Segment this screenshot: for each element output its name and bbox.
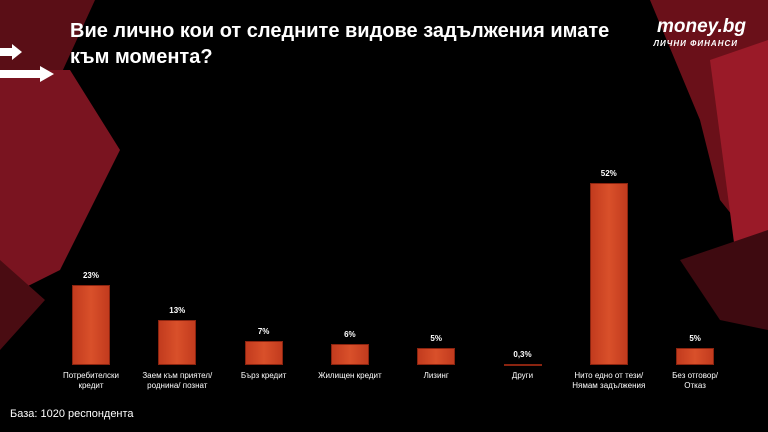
x-tick-label: Бърз кредит: [240, 371, 287, 380]
bg-shape: [0, 260, 45, 350]
value-label: 13%: [169, 305, 186, 315]
arrow-icon: [0, 44, 22, 60]
bar: [676, 347, 715, 365]
base-note: База: 1020 респондента: [10, 408, 134, 420]
bar: [503, 363, 542, 366]
value-label: 5%: [689, 333, 701, 343]
arrow-icon: [0, 66, 54, 82]
bar: [589, 183, 628, 365]
value-label: 6%: [344, 330, 356, 339]
chart-title: Вие лично кои от следните видове задълже…: [70, 20, 610, 68]
bar: [158, 319, 197, 365]
x-tick-label: Заем към приятел/ роднина/ познат: [142, 371, 213, 390]
bg-shape: [680, 230, 768, 330]
x-tick-label: Жилищен кредит: [318, 371, 382, 380]
x-tick-label: Нито едно от тези/ Нямам задължения: [572, 371, 646, 390]
x-tick-label: Лизинг: [423, 371, 449, 380]
bar: [417, 347, 456, 365]
value-label: 7%: [257, 326, 270, 336]
x-tick-label: Без отговор/ Отказ: [672, 371, 718, 390]
x-tick-label: Потребителски кредит: [63, 371, 119, 390]
bg-shape: [0, 70, 120, 300]
logo: money.bg: [656, 16, 746, 37]
value-label: 0,3%: [513, 349, 532, 359]
logo-tagline: ЛИЧНИ ФИНАНСИ: [653, 39, 738, 48]
x-tick-label: Други: [511, 371, 534, 380]
value-label: 52%: [600, 169, 617, 178]
bar: [244, 340, 283, 365]
bar: [72, 284, 110, 365]
bar: [330, 344, 369, 365]
value-label: 5%: [430, 333, 442, 343]
value-label: 23%: [82, 270, 99, 280]
